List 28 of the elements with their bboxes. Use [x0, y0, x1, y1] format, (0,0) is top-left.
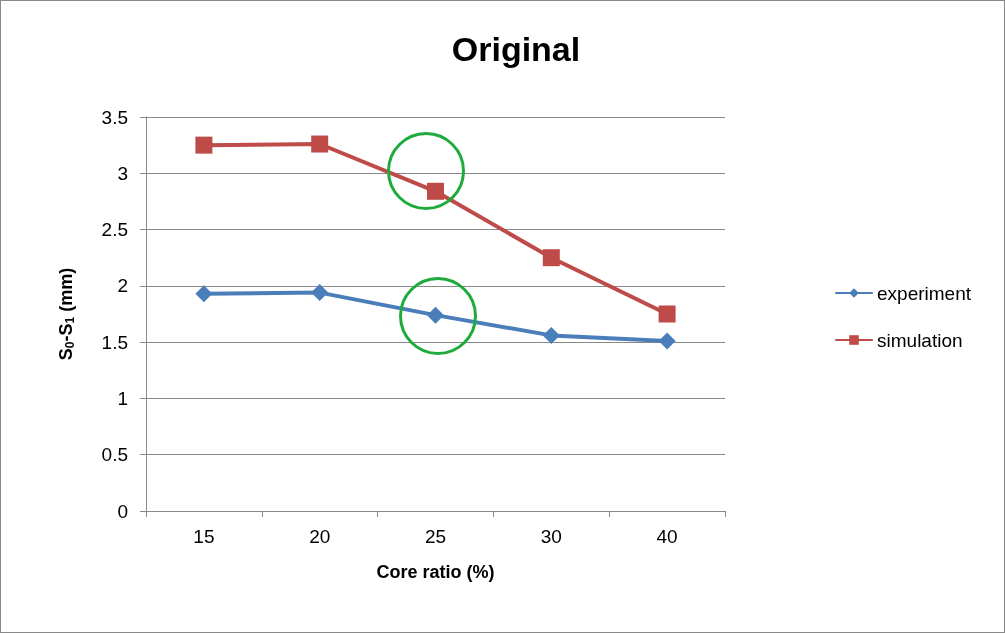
point	[195, 136, 213, 154]
x-tick-label: 15	[193, 526, 215, 547]
chart-title: Original	[451, 30, 581, 68]
point	[311, 135, 329, 153]
point	[542, 326, 560, 344]
point	[427, 182, 444, 200]
y-tick-label: 0	[117, 500, 128, 522]
point	[311, 284, 329, 302]
point	[195, 285, 213, 303]
point	[658, 332, 676, 350]
x-axis-title: Core ratio (%)	[376, 562, 495, 582]
point	[427, 306, 444, 324]
y-tick-label: 1.5	[101, 331, 128, 353]
x-tick-label: 25	[424, 526, 447, 547]
y-tick-label: 2	[117, 275, 128, 297]
legend-label: simulation	[877, 329, 963, 351]
y-tick-label: 2.5	[101, 219, 128, 241]
y-tick-label: 1	[117, 387, 128, 409]
y-tick-label: 3.5	[101, 106, 128, 128]
point	[542, 249, 560, 267]
y-tick-label: 0.5	[101, 444, 128, 466]
point	[658, 305, 676, 323]
y-axis-title: S0-S1 (mm)	[56, 267, 77, 361]
x-tick-label: 20	[309, 526, 331, 547]
x-tick-label: 40	[656, 526, 678, 547]
legend-label: experiment	[877, 282, 972, 304]
y-tick-label: 3	[117, 162, 128, 184]
x-tick-label: 30	[540, 526, 562, 547]
